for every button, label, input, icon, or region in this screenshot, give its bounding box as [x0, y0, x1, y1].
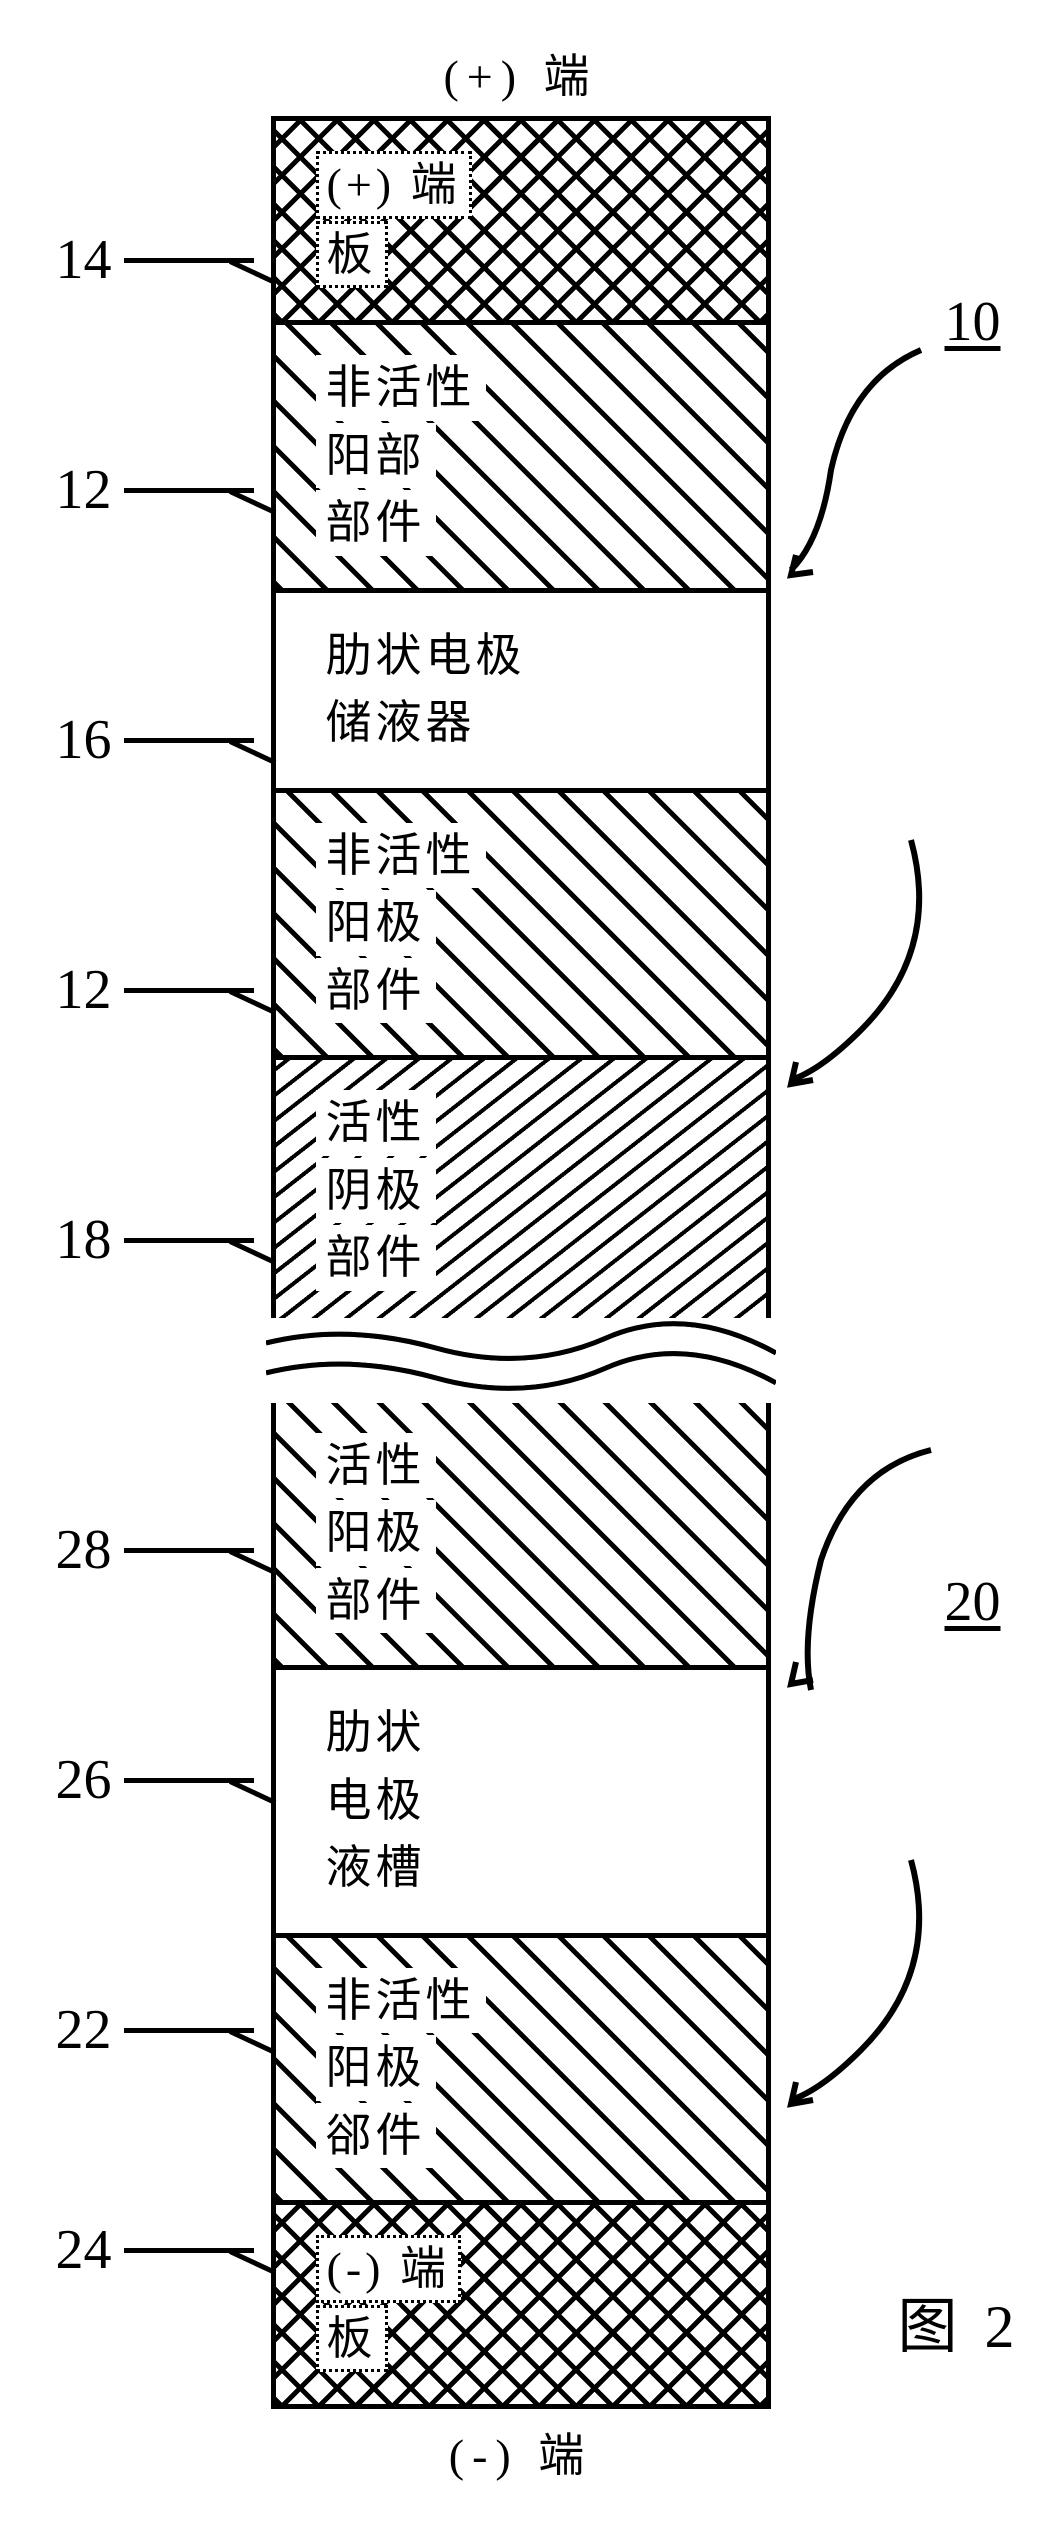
block-plus-end-plate: (+) 端 板 [276, 116, 766, 320]
block-inactive-anode-2: 非活性 阳极 部件 [276, 788, 766, 1056]
callout-28-num: 28 [56, 1518, 112, 1582]
block-26-line1: 肋状 [316, 1700, 436, 1766]
block-18-line3: 部件 [316, 1225, 436, 1291]
callout-22-num: 22 [56, 1998, 112, 2062]
group-ref-10: 10 [945, 290, 1001, 354]
leader-line-icon [124, 2248, 254, 2253]
callout-24: 24 [56, 2218, 254, 2282]
block-26-line2: 电极 [316, 1768, 436, 1834]
leader-line-icon [124, 2028, 254, 2033]
block-16-line2: 储液器 [316, 690, 486, 756]
block-28-line2: 阳极 [316, 1500, 436, 1566]
block-reservoir-16: 肋状电极 储液器 [276, 588, 766, 788]
leader-line-icon [124, 738, 254, 743]
block-22-line3: 郤件 [316, 2103, 436, 2169]
break-icon [266, 1318, 776, 1408]
callout-16: 16 [56, 708, 254, 772]
block-22-line1: 非活性 [316, 1968, 486, 2034]
curve-arrow-icon [791, 1860, 931, 2120]
block-12b-line2: 阳极 [316, 890, 436, 956]
block-12a-line3: 部件 [316, 490, 436, 556]
block-inactive-anode-3: 非活性 阳极 郤件 [276, 1933, 766, 2201]
block-24-line2: 板 [316, 2305, 388, 2373]
curve-arrow-lower-1 [791, 1440, 931, 1700]
lower-stack: 活性 阳极 部件 肋状 电极 液槽 非活性 阳极 郤件 (-) 端 板 [271, 1403, 771, 2410]
callout-24-num: 24 [56, 2218, 112, 2282]
callout-26-num: 26 [56, 1748, 112, 1812]
terminal-top-label: (+) 端 [21, 40, 1021, 106]
curve-arrow-icon [791, 1440, 931, 1700]
curve-arrow-upper-2 [791, 840, 931, 1100]
callout-12a-num: 12 [56, 458, 112, 522]
curve-arrow-icon [791, 840, 931, 1100]
callout-26: 26 [56, 1748, 254, 1812]
block-14-line2: 板 [316, 221, 388, 289]
callout-12b-num: 12 [56, 958, 112, 1022]
diagram-root: (+) 端 (+) 端 板 非活性 阳部 部件 肋状电极 储液器 非活性 阳极 … [21, 40, 1021, 2485]
curve-arrow-upper-1 [791, 340, 931, 600]
curve-arrow-icon [791, 340, 931, 600]
callout-22: 22 [56, 1998, 254, 2062]
leader-line-icon [124, 258, 254, 263]
callout-12a: 12 [56, 458, 254, 522]
callout-18-num: 18 [56, 1208, 112, 1272]
leader-line-icon [124, 1238, 254, 1243]
block-12a-line1: 非活性 [316, 355, 486, 421]
leader-line-icon [124, 488, 254, 493]
block-12b-line3: 部件 [316, 958, 436, 1024]
block-12a-line2: 阳部 [316, 423, 436, 489]
terminal-bottom-label: (-) 端 [21, 2419, 1021, 2485]
leader-line-icon [124, 988, 254, 993]
block-28-line1: 活性 [316, 1433, 436, 1499]
figure-label: 图 2 [898, 2278, 1021, 2365]
callout-28: 28 [56, 1518, 254, 1582]
block-16-line1: 肋状电极 [316, 623, 536, 689]
block-22-line2: 阳极 [316, 2035, 436, 2101]
block-18-line2: 阴极 [316, 1158, 436, 1224]
block-26-line3: 液槽 [316, 1835, 436, 1901]
block-inactive-anode-1: 非活性 阳部 部件 [276, 320, 766, 588]
callout-16-num: 16 [56, 708, 112, 772]
callout-18: 18 [56, 1208, 254, 1272]
section-break [266, 1318, 776, 1408]
block-active-cathode: 活性 阴极 部件 [276, 1055, 766, 1323]
group-ref-20: 20 [945, 1570, 1001, 1634]
leader-line-icon [124, 1778, 254, 1783]
block-minus-end-plate: (-) 端 板 [276, 2200, 766, 2409]
block-12b-line1: 非活性 [316, 823, 486, 889]
callout-12b: 12 [56, 958, 254, 1022]
curve-arrow-lower-2 [791, 1860, 931, 2120]
block-28-line3: 部件 [316, 1568, 436, 1634]
block-14-line1: (+) 端 [316, 151, 472, 219]
callout-14: 14 [56, 228, 254, 292]
block-18-line1: 活性 [316, 1090, 436, 1156]
block-reservoir-26: 肋状 电极 液槽 [276, 1665, 766, 1933]
leader-line-icon [124, 1548, 254, 1553]
block-active-anode: 活性 阳极 部件 [276, 1403, 766, 1666]
callout-14-num: 14 [56, 228, 112, 292]
upper-stack: (+) 端 板 非活性 阳部 部件 肋状电极 储液器 非活性 阳极 部件 活性 … [271, 116, 771, 1323]
block-24-line1: (-) 端 [316, 2235, 461, 2303]
